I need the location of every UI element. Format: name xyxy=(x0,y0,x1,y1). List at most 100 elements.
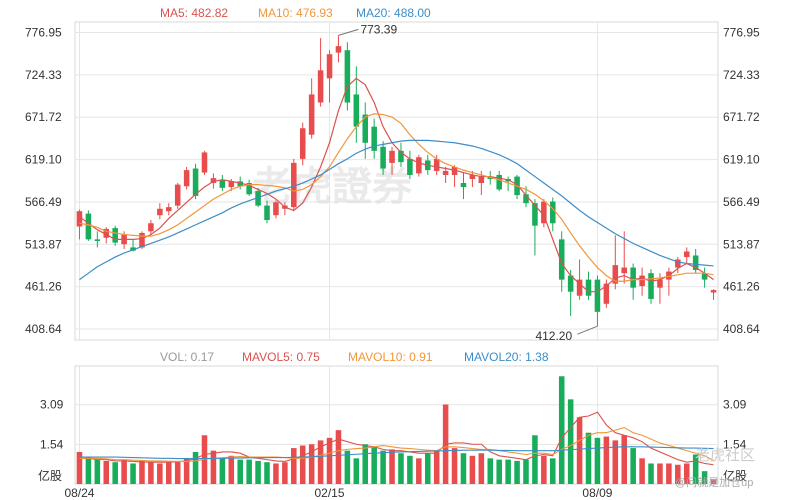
volume-bar xyxy=(157,463,163,484)
price-tick-label: 408.64 xyxy=(723,322,760,336)
volume-bar xyxy=(94,459,101,484)
volume-bar xyxy=(701,471,708,484)
price-tick-label: 619.10 xyxy=(723,153,760,167)
volume-tick-label: 3.09 xyxy=(723,398,747,412)
corner-brand: 老虎社区 xyxy=(695,447,755,464)
candle xyxy=(76,209,83,240)
volume-bar xyxy=(237,459,243,484)
price-tick-label: 513.87 xyxy=(723,237,760,251)
candle xyxy=(550,197,556,232)
candle xyxy=(442,166,449,184)
volume-bar xyxy=(487,458,494,484)
candle xyxy=(192,163,199,200)
volume-bar xyxy=(317,440,324,484)
volume-y-axis-left: 3.09 1.54 亿股 xyxy=(38,398,64,483)
low-label: 412.20 xyxy=(535,329,572,343)
volume-bar xyxy=(246,459,252,484)
volume-bars xyxy=(76,376,717,484)
volume-bar xyxy=(85,457,92,484)
volume-bar xyxy=(103,460,110,484)
volume-tick-label: 1.54 xyxy=(40,437,64,451)
volume-bar xyxy=(675,464,681,484)
price-y-axis-right: 776.95 724.33 671.72 619.10 566.49 513.87 461.… xyxy=(723,26,760,337)
volume-bar xyxy=(407,455,413,484)
candle-body xyxy=(567,275,574,292)
price-legend: MA5: 482.82 MA10: 476.93 MA20: 488.00 xyxy=(160,6,431,20)
candle xyxy=(246,179,252,196)
volume-bar xyxy=(478,453,485,484)
candle-body xyxy=(344,50,351,103)
candle xyxy=(416,154,422,177)
volume-bar xyxy=(326,437,333,484)
candle-body xyxy=(558,239,565,280)
candle-body xyxy=(541,201,547,224)
candle-body xyxy=(148,223,154,232)
volume-bar xyxy=(550,458,556,484)
volume-bar xyxy=(174,460,181,484)
candle-body xyxy=(478,176,485,184)
candle-body xyxy=(407,158,413,175)
candle-body xyxy=(380,146,386,169)
candle xyxy=(683,247,690,264)
candle xyxy=(398,142,404,167)
candle xyxy=(585,271,592,300)
candle xyxy=(85,210,92,241)
volume-bar xyxy=(308,444,315,484)
candle-body xyxy=(683,251,690,258)
candle xyxy=(496,170,502,192)
volume-bar xyxy=(567,399,574,484)
extreme-labels: 773.39 412.20 xyxy=(338,22,598,343)
candle-body xyxy=(103,228,110,238)
candle xyxy=(148,220,154,235)
candle-body xyxy=(291,162,297,208)
candle-body xyxy=(648,273,654,299)
candle xyxy=(291,158,297,212)
volume-bar xyxy=(603,436,610,484)
candle xyxy=(103,227,110,244)
candle-body xyxy=(362,114,369,143)
volume-bar xyxy=(630,448,636,484)
volume-bar xyxy=(183,458,190,484)
price-grid xyxy=(75,22,718,340)
candle-body xyxy=(130,247,136,251)
candle xyxy=(344,42,351,111)
volume-bar xyxy=(273,463,279,484)
candle-body xyxy=(166,207,172,212)
candle xyxy=(451,165,458,188)
candle xyxy=(594,275,601,327)
candle-body xyxy=(85,213,92,240)
volume-bar xyxy=(166,462,172,484)
volume-tick-label: 3.09 xyxy=(40,398,64,412)
candle xyxy=(567,269,574,316)
candle-body xyxy=(630,267,636,288)
candle xyxy=(407,150,413,179)
candle xyxy=(710,289,717,300)
price-tick-label: 513.87 xyxy=(25,237,62,251)
volume-bar xyxy=(121,459,127,484)
candle-body xyxy=(469,174,476,179)
volume-grid xyxy=(75,366,718,484)
volume-bar xyxy=(228,455,235,484)
volume-bar xyxy=(282,462,288,484)
volume-bar xyxy=(505,459,511,484)
candle xyxy=(335,35,342,63)
volume-legend-item: VOL: 0.17 xyxy=(160,350,214,364)
candle xyxy=(174,183,181,209)
high-label: 773.39 xyxy=(360,22,397,36)
candle-body xyxy=(496,174,502,190)
candle xyxy=(183,166,190,190)
volume-bar xyxy=(451,448,458,484)
volume-bar xyxy=(576,417,583,484)
price-tick-label: 461.26 xyxy=(25,280,62,294)
x-tick-label: 08/09 xyxy=(582,486,612,500)
candle-body xyxy=(192,168,199,196)
volume-bar xyxy=(362,444,369,484)
volume-bar xyxy=(532,435,538,484)
volume-bar xyxy=(192,451,199,484)
candle-body xyxy=(371,126,377,151)
volume-tick-label: 1.54 xyxy=(723,437,747,451)
candle-body xyxy=(273,202,279,216)
candle-body xyxy=(157,208,163,216)
volume-bar xyxy=(148,462,154,484)
candle-body xyxy=(603,283,610,304)
